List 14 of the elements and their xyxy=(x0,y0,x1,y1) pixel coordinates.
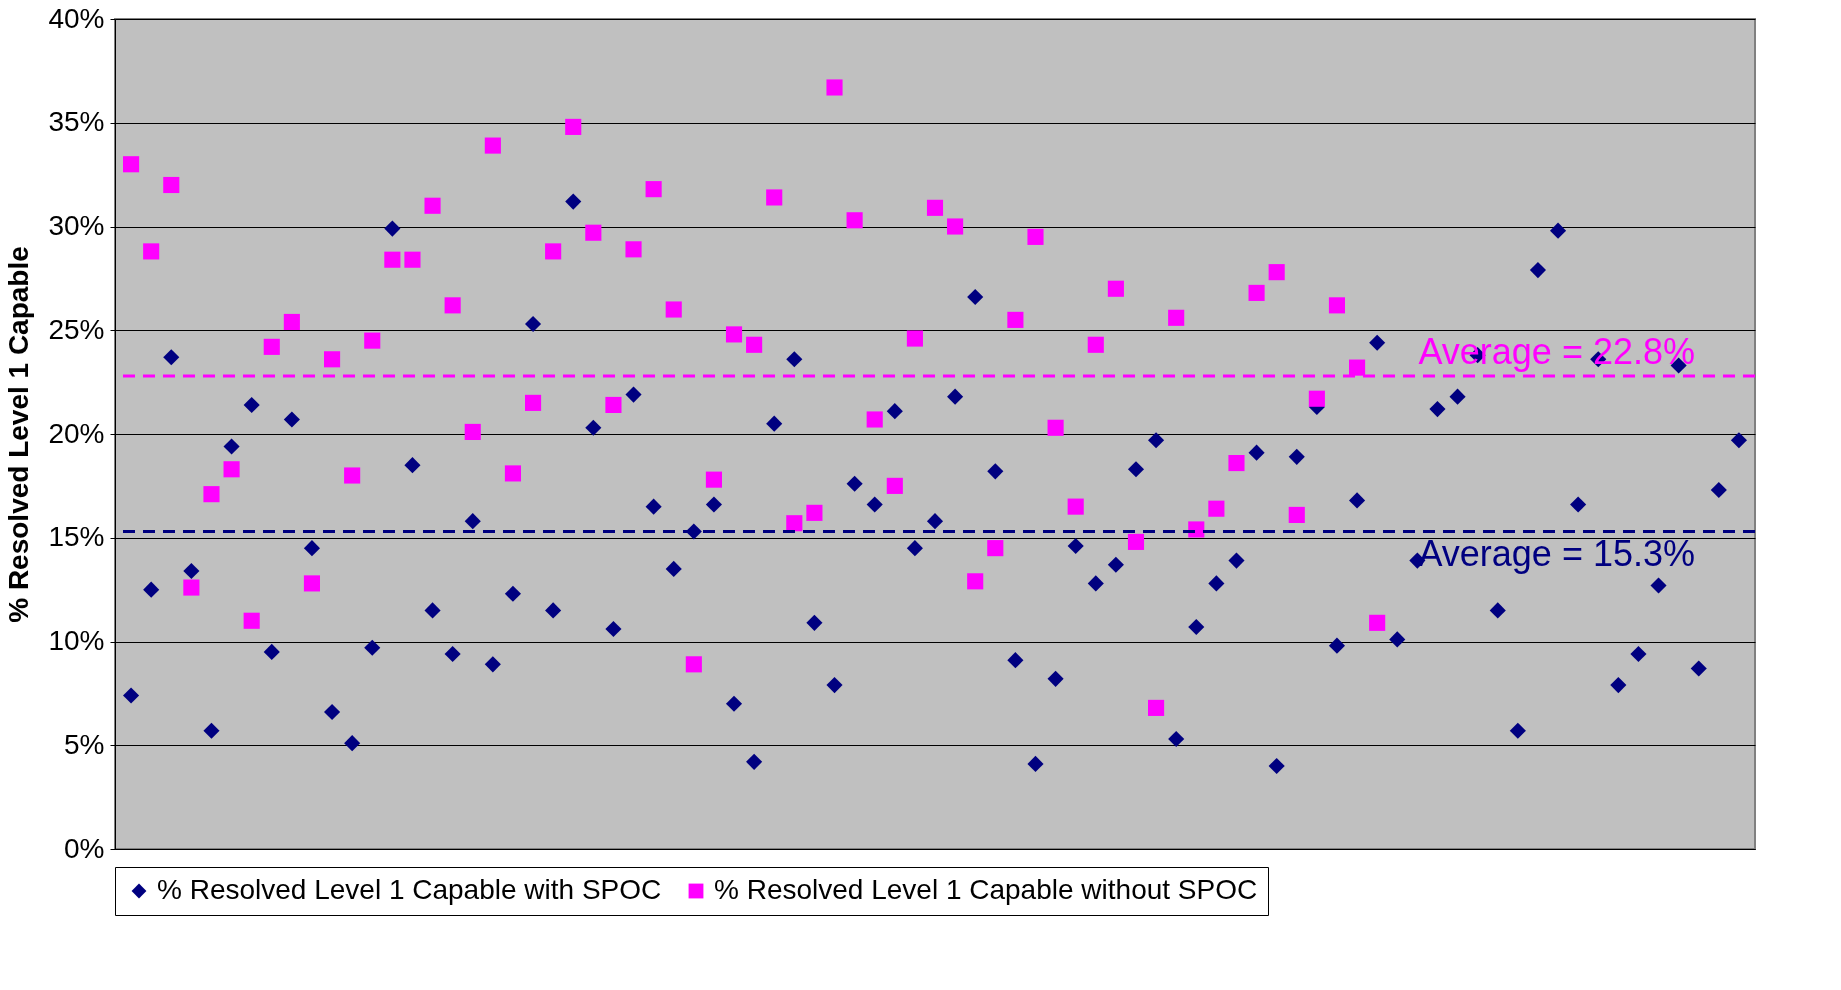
y-tick-label: 15% xyxy=(48,521,105,553)
y-tick-label: 25% xyxy=(48,313,105,345)
y-tick-label: 20% xyxy=(48,417,105,449)
y-axis-title: % Resolved Level 1 Capable xyxy=(3,246,35,623)
y-tick-label: 10% xyxy=(48,625,105,656)
y-tick-label: 0% xyxy=(64,832,105,864)
ref-line-label: Average = 15.3% xyxy=(1418,532,1695,574)
legend-label: % Resolved Level 1 Capable with SPOC xyxy=(157,874,662,905)
y-tick-label: 30% xyxy=(48,210,105,241)
ref-line-label: Average = 22.8% xyxy=(1418,330,1695,372)
y-tick-label: 35% xyxy=(48,106,105,138)
y-tick-label: 5% xyxy=(64,728,105,760)
legend-label: % Resolved Level 1 Capable without SPOC xyxy=(714,874,1258,905)
y-tick-label: 40% xyxy=(48,2,105,34)
